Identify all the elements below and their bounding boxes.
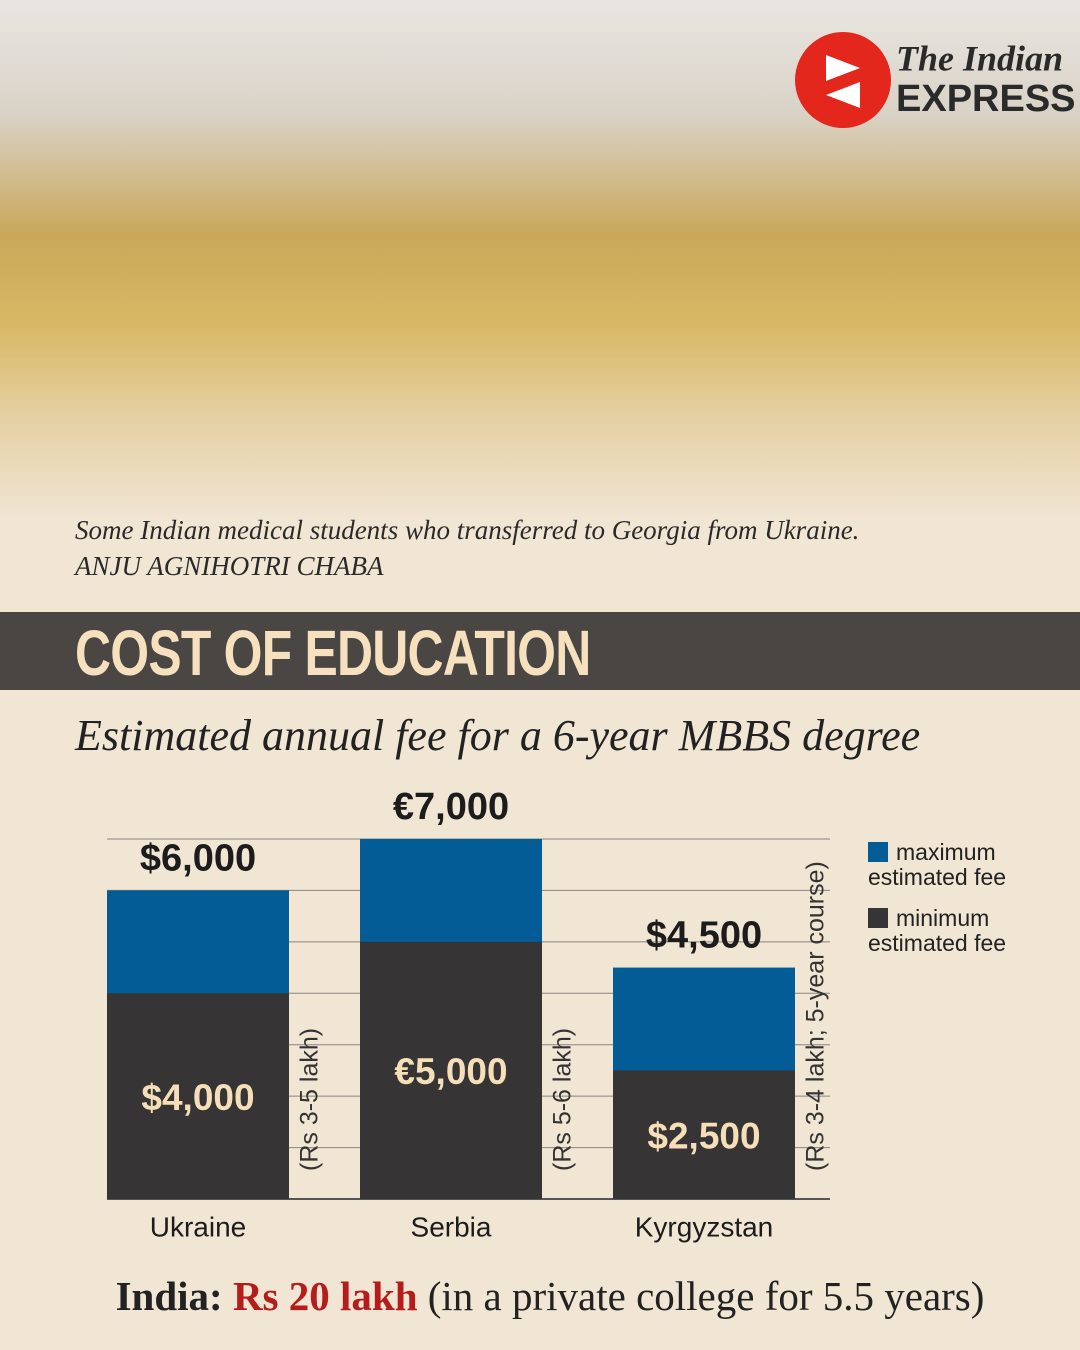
logo-text: EXPRESS bbox=[896, 78, 1076, 120]
value-label: €5,000 bbox=[394, 1051, 507, 1092]
logo-glyph bbox=[826, 55, 860, 108]
footer: India: Rs 20 lakh (in a private college … bbox=[0, 1272, 1080, 1320]
x-tick-label: Kyrgyzstan bbox=[635, 1211, 774, 1242]
value-label: $4,500 bbox=[646, 915, 762, 957]
x-tick-label: Serbia bbox=[411, 1211, 492, 1242]
bar bbox=[107, 993, 289, 1199]
caption-text: Some Indian medical students who transfe… bbox=[75, 515, 860, 545]
title-bar bbox=[0, 612, 1080, 690]
photo bbox=[0, 0, 1080, 520]
legend: maximum estimated fee minimum estimated f… bbox=[868, 840, 1048, 972]
annotation: (Rs 5-6 lakh) bbox=[549, 1028, 577, 1171]
value-label: $2,500 bbox=[647, 1115, 760, 1156]
legend-swatch bbox=[868, 842, 888, 862]
footer-label: India: bbox=[115, 1273, 223, 1319]
value-label: $4,000 bbox=[141, 1077, 254, 1118]
value-label: $6,000 bbox=[140, 837, 256, 879]
logo-text: The Indian bbox=[896, 38, 1063, 78]
photo-credit: ANJU AGNIHOTRI CHABA bbox=[75, 551, 384, 581]
logo-mark bbox=[795, 32, 891, 128]
bar bbox=[613, 1070, 795, 1199]
annotation: (Rs 3-5 lakh) bbox=[296, 1028, 324, 1171]
annotation: (Rs 3-4 lakh; 5-year course) bbox=[802, 861, 830, 1171]
chart-title: COST OF EDUCATION bbox=[75, 617, 591, 689]
legend-entry: maximum estimated fee bbox=[868, 840, 1048, 890]
caption: Some Indian medical students who transfe… bbox=[75, 512, 859, 584]
chart-subtitle: Estimated annual fee for a 6-year MBBS d… bbox=[75, 711, 921, 760]
legend-label: maximum estimated fee bbox=[868, 839, 1007, 890]
legend-swatch bbox=[868, 908, 888, 928]
footer-highlight: Rs 20 lakh bbox=[232, 1273, 418, 1319]
legend-label: minimum estimated fee bbox=[868, 905, 1007, 956]
bar bbox=[360, 941, 542, 1199]
legend-entry: minimum estimated fee bbox=[868, 906, 1048, 956]
value-label: €7,000 bbox=[393, 786, 509, 828]
footer-note: (in a private college for 5.5 years) bbox=[427, 1273, 985, 1319]
x-tick-label: Ukraine bbox=[150, 1211, 246, 1242]
